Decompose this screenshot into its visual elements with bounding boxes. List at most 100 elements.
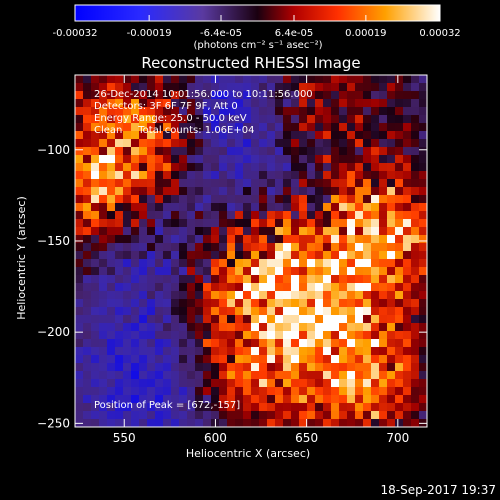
heatmap-cell (331, 203, 340, 212)
heatmap-cell (211, 235, 220, 244)
heatmap-cell (347, 243, 356, 252)
heatmap-cell (123, 107, 132, 116)
heatmap-cell (91, 259, 100, 268)
heatmap-cell (107, 131, 116, 140)
heatmap-cell (379, 219, 388, 228)
heatmap-cell (291, 251, 300, 260)
heatmap-cell (131, 243, 140, 252)
heatmap-cell (387, 323, 396, 332)
heatmap-cell (299, 195, 308, 204)
heatmap-cell (227, 107, 236, 116)
heatmap-cell (347, 259, 356, 268)
heatmap-cell (131, 307, 140, 316)
heatmap-cell (75, 275, 84, 284)
heatmap-cell (347, 307, 356, 316)
heatmap-cell (179, 355, 188, 364)
heatmap-cell (83, 163, 92, 172)
heatmap-cell (195, 219, 204, 228)
heatmap-cell (115, 307, 124, 316)
heatmap-cell (235, 243, 244, 252)
heatmap-cell (371, 395, 380, 404)
heatmap-cell (331, 299, 340, 308)
heatmap-cell (131, 267, 140, 276)
heatmap-cell (283, 195, 292, 204)
heatmap-cell (155, 347, 164, 356)
heatmap-cell (251, 227, 260, 236)
heatmap-cell (91, 107, 100, 116)
heatmap-cell (347, 155, 356, 164)
heatmap-cell (387, 275, 396, 284)
heatmap-cell (371, 131, 380, 140)
heatmap-cell (131, 259, 140, 268)
heatmap-cell (115, 403, 124, 412)
heatmap-cell (259, 307, 268, 316)
heatmap-cell (91, 331, 100, 340)
heatmap-cell (283, 91, 292, 100)
heatmap-cell (355, 155, 364, 164)
heatmap-cell (291, 107, 300, 116)
heatmap-cell (123, 235, 132, 244)
heatmap-cell (363, 83, 372, 92)
heatmap-cell (379, 243, 388, 252)
heatmap-cell (291, 147, 300, 156)
heatmap-cell (83, 115, 92, 124)
heatmap-cell (163, 179, 172, 188)
heatmap-cell (211, 347, 220, 356)
heatmap-cell (179, 195, 188, 204)
heatmap-cell (355, 339, 364, 348)
x-tick-label: 550 (113, 431, 136, 445)
heatmap-cell (419, 75, 427, 84)
heatmap-cell (211, 123, 220, 132)
heatmap-cell (179, 267, 188, 276)
heatmap-cell (163, 91, 172, 100)
heatmap-cell (211, 259, 220, 268)
heatmap-cell (283, 379, 292, 388)
heatmap-cell (227, 147, 236, 156)
heatmap-cell (403, 307, 412, 316)
heatmap-cell (307, 291, 316, 300)
heatmap-cell (195, 411, 204, 420)
heatmap-cell (131, 171, 140, 180)
heatmap-cell (75, 379, 84, 388)
heatmap-cell (75, 219, 84, 228)
heatmap-cell (139, 331, 148, 340)
heatmap-cell (363, 323, 372, 332)
heatmap-cell (395, 243, 404, 252)
heatmap-cell (323, 163, 332, 172)
heatmap-cell (179, 379, 188, 388)
heatmap-cell (355, 355, 364, 364)
heatmap-cell (91, 179, 100, 188)
heatmap-cell (291, 259, 300, 268)
heatmap-cell (195, 355, 204, 364)
heatmap-cell (91, 163, 100, 172)
heatmap-cell (323, 131, 332, 140)
heatmap-cell (99, 195, 108, 204)
heatmap-cell (227, 267, 236, 276)
heatmap-cell (75, 395, 84, 404)
heatmap-cell (355, 403, 364, 412)
heatmap-cell (107, 267, 116, 276)
heatmap-cell (147, 315, 156, 324)
heatmap-cell (75, 307, 84, 316)
heatmap-cell (339, 83, 348, 92)
heatmap-cell (275, 419, 284, 427)
heatmap-cell (395, 211, 404, 220)
heatmap-cell (139, 283, 148, 292)
heatmap-cell (395, 131, 404, 140)
heatmap-cell (131, 211, 140, 220)
heatmap-cell (131, 355, 140, 364)
heatmap-cell (163, 323, 172, 332)
heatmap-cell (379, 107, 388, 116)
heatmap-cell (307, 211, 316, 220)
heatmap-cell (403, 251, 412, 260)
heatmap-cell (83, 339, 92, 348)
heatmap-cell (203, 395, 212, 404)
heatmap-cell (331, 251, 340, 260)
heatmap-cell (387, 187, 396, 196)
heatmap-cell (307, 331, 316, 340)
heatmap-cell (211, 203, 220, 212)
heatmap-cell (139, 259, 148, 268)
heatmap-cell (107, 227, 116, 236)
heatmap-cell (219, 323, 228, 332)
heatmap-cell (211, 179, 220, 188)
